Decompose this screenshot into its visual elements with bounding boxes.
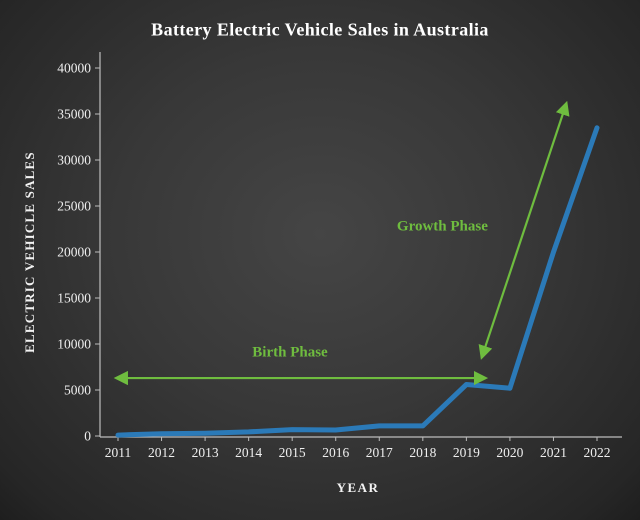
- x-tick-label: 2012: [148, 445, 175, 460]
- phase-arrow-1: [478, 100, 570, 360]
- x-tick-label: 2014: [235, 445, 262, 460]
- x-tick-label: 2020: [496, 445, 523, 460]
- x-tick-label: 2022: [584, 445, 611, 460]
- y-tick-label: 5000: [64, 383, 91, 398]
- x-tick-label: 2013: [192, 445, 219, 460]
- phase-label-1: Growth Phase: [396, 218, 488, 235]
- phase-label-0: Birth Phase: [252, 344, 328, 361]
- x-tick-label: 2017: [366, 445, 393, 460]
- y-tick-label: 15000: [57, 291, 91, 306]
- y-tick-label: 30000: [57, 153, 91, 168]
- y-tick-label: 10000: [57, 337, 91, 352]
- x-tick-label: 2011: [105, 445, 132, 460]
- y-tick-label: 0: [84, 429, 91, 444]
- axes: 0 5000 10000 15000 20000 25000 30000 35000 40000…: [57, 52, 622, 460]
- y-tick-label: 25000: [57, 199, 91, 214]
- x-axis-title: YEAR: [336, 480, 380, 495]
- data-series: [115, 125, 600, 438]
- ev-sales-line: [115, 125, 600, 438]
- y-tick-label: 20000: [57, 245, 91, 260]
- y-tick-label: 35000: [57, 107, 91, 122]
- x-tick-label: 2015: [279, 445, 306, 460]
- annotations: [113, 100, 570, 386]
- x-tick-label: 2021: [540, 445, 567, 460]
- x-tick-label: 2019: [453, 445, 480, 460]
- y-tick-label: 40000: [57, 61, 91, 76]
- x-tick-label: 2016: [322, 445, 349, 460]
- x-tick-label: 2018: [409, 445, 436, 460]
- chart-title: Battery Electric Vehicle Sales in Austra…: [151, 19, 489, 40]
